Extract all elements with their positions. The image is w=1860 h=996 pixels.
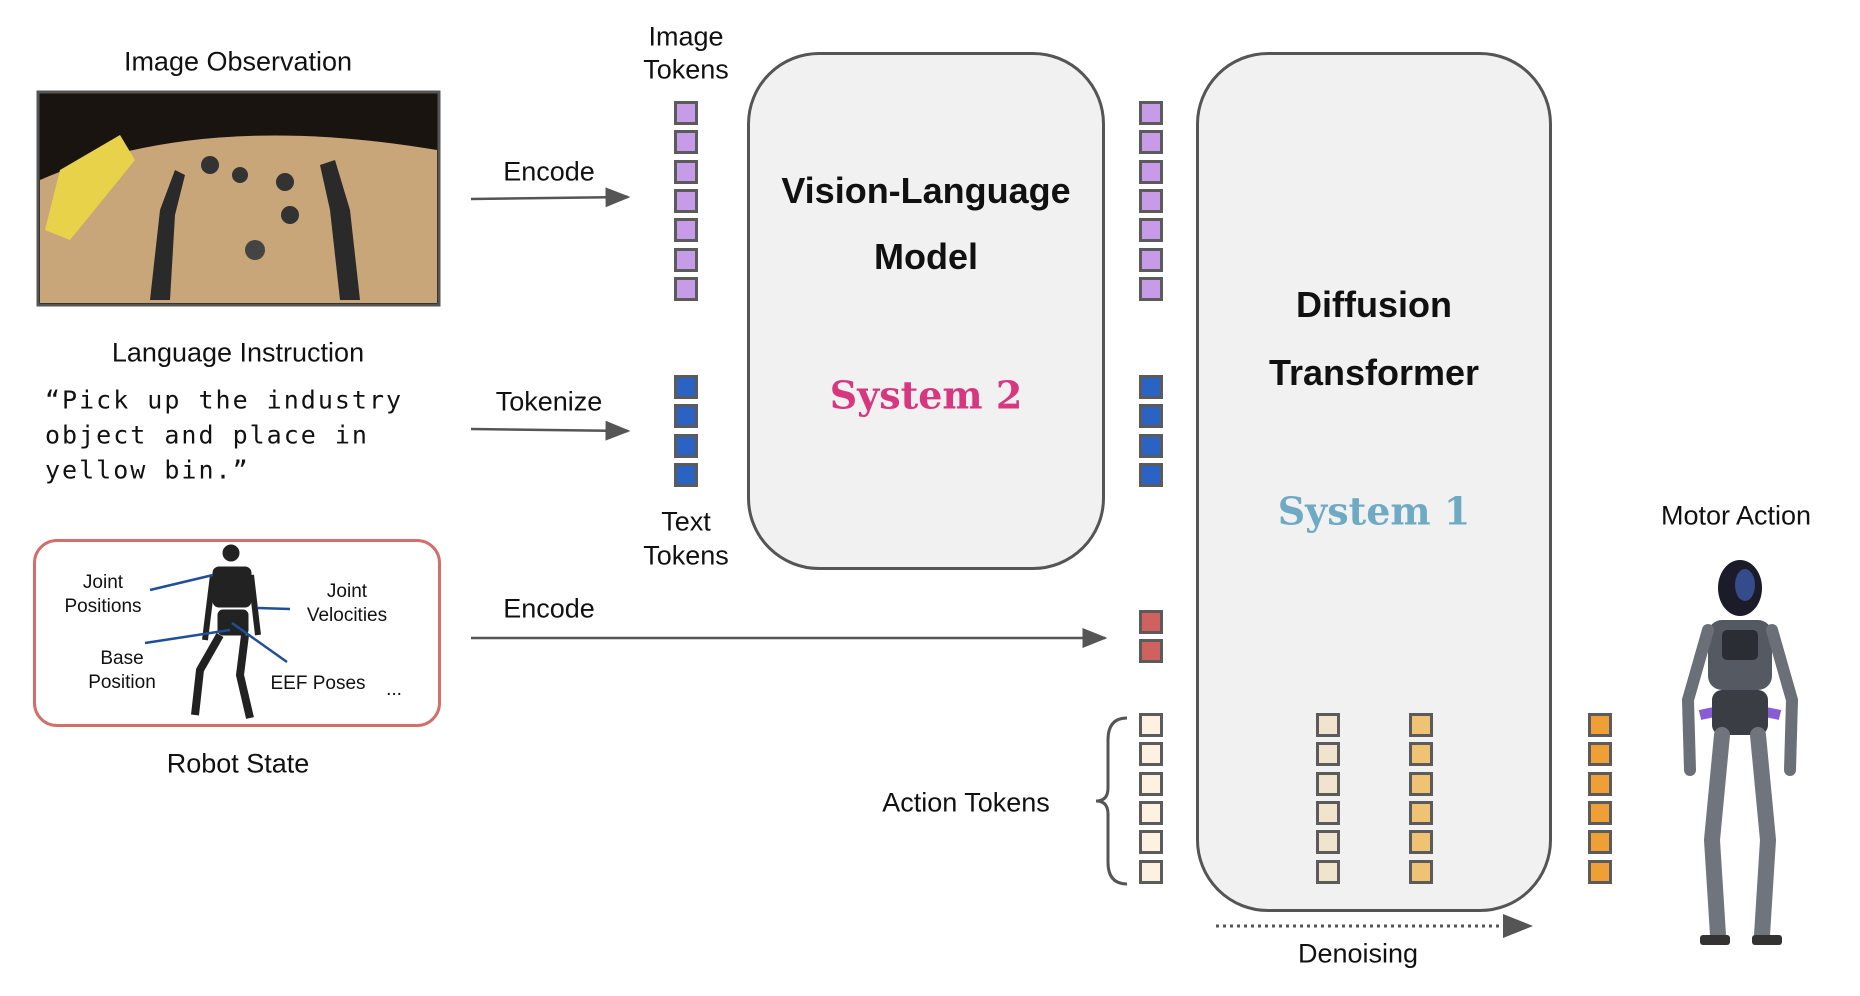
image-token [674,218,698,243]
motor-action-label: Motor Action [1660,500,1812,531]
denoising-action-token [1316,830,1340,855]
instruction-line: “Pick up the industry [45,385,404,415]
system-2-label: System 2 [829,372,1023,418]
humanoid-robot-figure [1681,560,1799,945]
text-token [1139,375,1163,399]
final-action-token [1588,771,1612,796]
vlm-title-line: Model [874,236,978,277]
annotation-line: Joint [82,572,124,593]
final-action-token [1588,859,1612,884]
encode-state-label: Encode [503,593,595,624]
text-token [1139,462,1163,487]
image-token [674,276,698,301]
image-token [674,188,698,213]
denoising-action-token [1409,800,1433,825]
tokenize-arrow [470,420,631,441]
noisy-action-token [1139,830,1163,855]
noisy-action-token [1139,713,1163,737]
system-1-label: System 1 [1277,488,1471,534]
tokenize-label: Tokenize [495,386,603,417]
image-token [1139,218,1163,243]
denoising-action-token [1409,830,1433,855]
denoising-action-token [1409,859,1433,884]
image-tokens-label-line: Image [648,21,724,52]
vision-language-model-block [747,52,1105,570]
text-token [1139,404,1163,429]
annotation-line: Velocities [306,605,388,626]
dit-title-line: Transformer [1268,352,1480,393]
image-token [1139,247,1163,272]
denoising-label: Denoising [1297,938,1419,969]
image-token [674,101,698,125]
annotation-line: Position [88,672,156,693]
state-token [1139,610,1163,634]
text-token [674,462,698,487]
image-token [1139,101,1163,125]
robot-state-box [33,539,441,727]
image-token [1139,130,1163,155]
joint-velocities-annotation: Joint Velocities [307,580,387,628]
joint-positions-annotation: Joint Positions [64,571,141,619]
denoising-action-token [1316,859,1340,884]
robot-state-label: Robot State [166,748,310,779]
diffusion-transformer-block [1196,52,1552,912]
final-action-token [1588,830,1612,855]
final-action-token [1588,742,1612,767]
final-action-token [1588,713,1612,737]
noisy-action-token [1139,859,1163,884]
state-token [1139,639,1163,664]
denoising-action-token [1316,771,1340,796]
annotation-line: Joint [326,581,368,602]
denoising-action-token [1409,713,1433,737]
encode-image-arrow [470,187,631,208]
image-token [674,247,698,272]
text-tokens-label-line: Text [661,506,711,537]
annotation-line: Base [100,648,144,669]
action-tokens-brace [1095,716,1128,886]
text-tokens-label-line: Tokens [643,540,729,571]
noisy-action-token [1139,742,1163,767]
instruction-line: yellow bin.” [45,455,250,485]
image-tokens-label-line: Tokens [643,54,729,85]
image-token [1139,159,1163,184]
denoising-action-token [1316,742,1340,767]
dit-title-line: Diffusion [1296,284,1452,325]
robot-state-pointers [144,573,291,664]
action-tokens-label: Action Tokens [882,787,1050,818]
image-token [1139,188,1163,213]
text-token [674,433,698,458]
image-token [1139,276,1163,301]
denoising-action-token [1409,771,1433,796]
denoising-action-token [1316,713,1340,737]
language-instruction-label: Language Instruction [111,337,365,368]
image-token [674,130,698,155]
noisy-action-token [1139,771,1163,796]
text-token [674,404,698,429]
denoising-action-token [1409,742,1433,767]
vlm-title-line: Vision-Language [781,170,1071,211]
instruction-line: object and place in [45,420,369,450]
ellipsis: ... [386,679,402,700]
text-token [674,375,698,399]
encode-image-label: Encode [503,156,595,187]
denoising-action-token [1316,800,1340,825]
final-action-token [1588,800,1612,825]
base-position-annotation: Base Position [88,647,156,695]
image-observation-label: Image Observation [123,46,353,77]
eef-poses-annotation: EEF Poses [270,673,366,694]
image-observation-photo [36,90,441,307]
annotation-line: Positions [64,596,142,617]
noisy-action-token [1139,800,1163,825]
image-token [674,159,698,184]
text-token [1139,433,1163,458]
